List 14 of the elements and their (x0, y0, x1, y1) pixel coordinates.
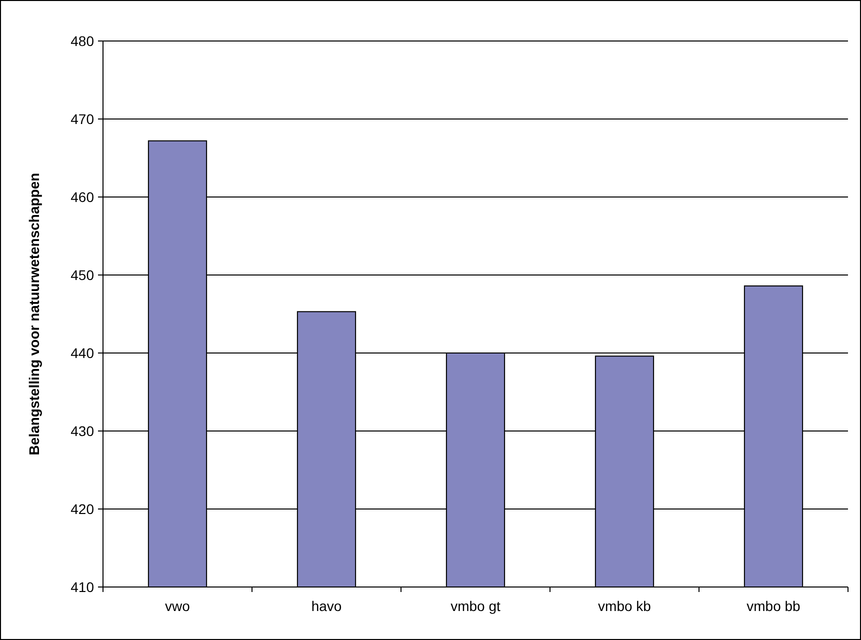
x-tick-label: vmbo gt (450, 598, 501, 614)
y-tick-label: 420 (70, 500, 94, 517)
x-tick-label: havo (311, 598, 342, 614)
y-tick-label: 440 (70, 344, 94, 361)
x-tick-label: vmbo kb (598, 598, 652, 614)
y-tick-label: 470 (70, 110, 94, 127)
y-tick-label: 480 (70, 32, 94, 49)
y-axis-title: Belangstelling voor natuurwetenschappen (26, 172, 42, 456)
y-tick-label: 430 (70, 422, 94, 439)
y-tick-label: 410 (70, 578, 94, 595)
x-tick-label: vmbo bb (746, 598, 801, 614)
x-tick-label: vwo (165, 598, 190, 614)
y-tick-label: 450 (70, 266, 94, 283)
y-tick-label: 460 (70, 188, 94, 205)
